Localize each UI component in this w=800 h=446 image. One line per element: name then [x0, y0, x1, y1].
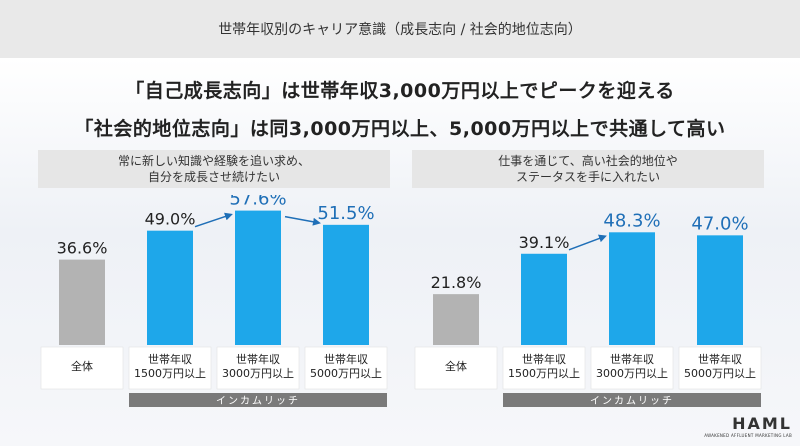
value-label: 47.0%	[691, 213, 748, 234]
category-label-line: 世帯年収	[148, 352, 192, 366]
category-box	[304, 346, 388, 390]
group-band: インカムリッチ	[129, 393, 387, 407]
panel-title-line: ステータスを手に入れたい	[515, 170, 660, 184]
group-band-label: インカムリッチ	[590, 395, 674, 407]
category-label-line: 3000万円以上	[596, 367, 668, 380]
trend-arrow	[568, 234, 607, 251]
group-band-label: インカムリッチ	[216, 395, 300, 407]
panel-title-line: 常に新しい知識や経験を追い求め、	[117, 154, 310, 168]
logo-text: HAML	[732, 414, 792, 433]
category-box	[502, 346, 586, 390]
bar	[147, 230, 193, 345]
category-label: 全体	[414, 346, 498, 390]
slide-header: 世帯年収別のキャリア意識（成長志向 / 社会的地位志向）	[0, 0, 800, 58]
growth-orientation-chart: 全体世帯年収1500万円以上世帯年収3000万円以上世帯年収5000万円以上イン…	[40, 195, 388, 407]
slide-title: 世帯年収別のキャリア意識（成長志向 / 社会的地位志向）	[218, 22, 582, 38]
headline-line-1: 「自己成長志向」は世帯年収3,000万円以上でピークを迎える	[125, 80, 675, 102]
bar	[59, 259, 105, 345]
category-label-line: 1500万円以上	[508, 367, 580, 380]
category-label-line: 世帯年収	[324, 352, 368, 366]
value-label: 49.0%	[145, 210, 196, 229]
category-label-line: 3000万円以上	[222, 367, 294, 380]
bar	[521, 253, 567, 345]
panel-title-line: 仕事を通じて、高い社会的地位や	[498, 154, 678, 168]
group-band: インカムリッチ	[503, 393, 761, 407]
category-label-line: 全体	[445, 359, 467, 373]
category-box	[414, 346, 498, 390]
category-label-line: 1500万円以上	[134, 367, 206, 380]
bar	[433, 294, 479, 345]
haml-logo: HAML AWAKENED AFFLUENT MARKETING LAB	[704, 414, 792, 438]
category-label-line: 5000万円以上	[310, 367, 382, 380]
value-label: 39.1%	[519, 233, 570, 252]
bar	[235, 210, 281, 345]
panel-title-line: 自分を成長させ続けたい	[147, 170, 280, 184]
bar	[697, 235, 743, 345]
value-label: 21.8%	[431, 273, 482, 292]
category-box	[216, 346, 300, 390]
value-label: 57.6%	[229, 195, 286, 210]
logo-subtext: AWAKENED AFFLUENT MARKETING LAB	[704, 433, 792, 438]
category-box	[128, 346, 212, 390]
headline-line-2: 「社会的地位志向」は同3,000万円以上、5,000万円以上で共通して高い	[74, 118, 726, 140]
value-label: 51.5%	[317, 203, 374, 224]
group-band-bg	[129, 393, 387, 407]
category-box	[678, 346, 762, 390]
trend-arrow	[284, 215, 321, 226]
status-orientation-chart: 全体世帯年収1500万円以上世帯年収3000万円以上世帯年収5000万円以上イン…	[414, 210, 762, 407]
group-band-bg	[503, 393, 761, 407]
category-label-line: 世帯年収	[698, 352, 742, 366]
panel-title-status: 仕事を通じて、高い社会的地位や ステータスを手に入れたい	[412, 150, 764, 188]
category-label-line: 全体	[71, 359, 93, 373]
category-label-line: 世帯年収	[610, 352, 654, 366]
category-label: 全体	[40, 346, 124, 390]
category-label-line: 世帯年収	[522, 352, 566, 366]
bar	[323, 224, 369, 345]
category-label-line: 5000万円以上	[684, 367, 756, 380]
category-box	[40, 346, 124, 390]
category-label-line: 世帯年収	[236, 352, 280, 366]
value-label: 48.3%	[603, 210, 660, 231]
trend-arrow	[194, 212, 233, 228]
value-label: 36.6%	[57, 239, 108, 258]
category-box	[590, 346, 674, 390]
bar	[609, 232, 655, 345]
panel-title-growth: 常に新しい知識や経験を追い求め、 自分を成長させ続けたい	[38, 150, 390, 188]
